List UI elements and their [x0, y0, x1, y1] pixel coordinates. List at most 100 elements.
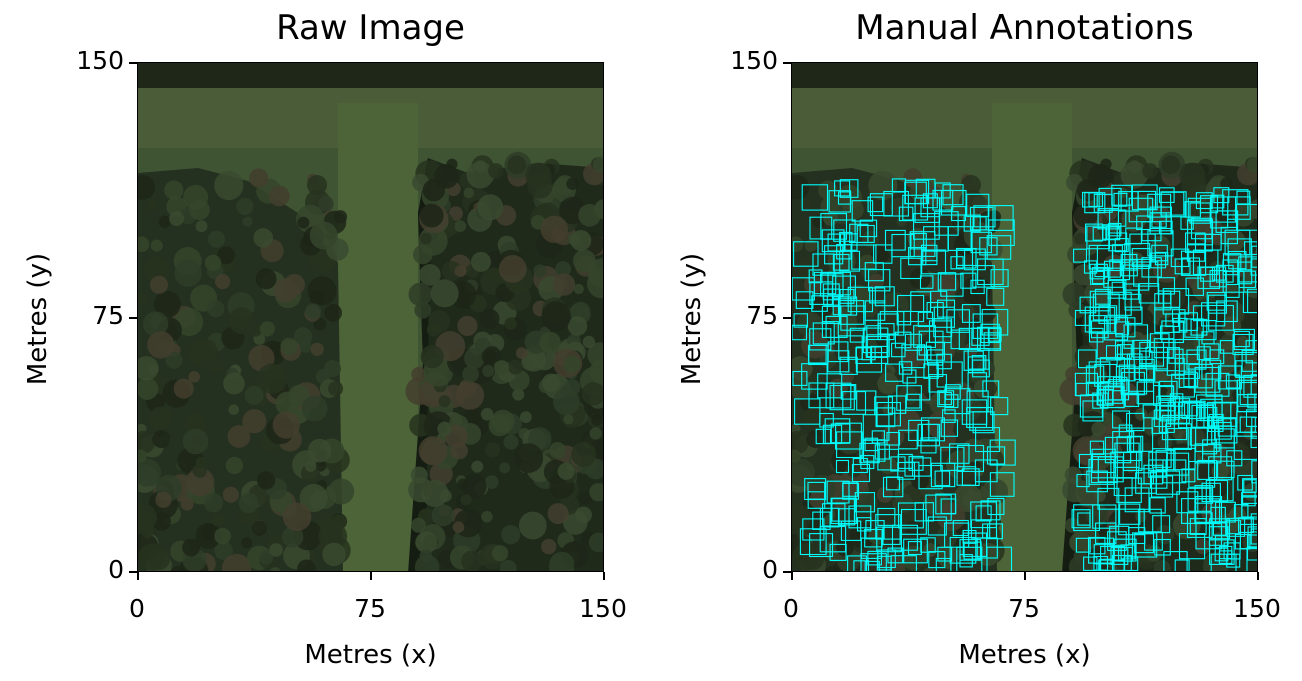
annotation-box — [1225, 374, 1241, 389]
annotation-box — [1113, 192, 1128, 207]
annotation-box — [851, 244, 877, 270]
annotation-box — [921, 249, 947, 275]
annotation-box — [873, 244, 893, 264]
annotation-box — [1104, 436, 1132, 464]
annotation-box — [1173, 447, 1196, 471]
x-tick-label: 75 — [1008, 594, 1040, 623]
x-tick-mark — [603, 572, 605, 580]
annotation-box — [1188, 363, 1213, 389]
annotation-box — [840, 520, 862, 541]
annotation-box — [1155, 470, 1181, 495]
annotation-box — [882, 526, 901, 545]
annotation-box — [1095, 522, 1117, 544]
annotation-box — [1123, 264, 1150, 291]
annotation-box — [1137, 190, 1157, 210]
annotation-box — [891, 178, 907, 193]
annotation-box — [1139, 341, 1165, 367]
y-tick-mark — [129, 571, 137, 573]
annotation-box — [1214, 428, 1235, 449]
manual-annotations-panel: Manual Annotations 150 75 0 0 75 150 Met… — [651, 0, 1302, 681]
annotation-box — [847, 555, 868, 571]
x-tick-label: 75 — [354, 594, 386, 623]
annotation-box — [849, 327, 865, 343]
annotation-box — [945, 384, 961, 400]
annotation-box — [908, 246, 927, 266]
annotation-box — [1126, 412, 1145, 432]
annotation-box — [1236, 190, 1251, 205]
annotation-box — [1194, 366, 1221, 393]
annotation-box — [1237, 474, 1253, 491]
y-tick-label: 75 — [746, 301, 778, 330]
annotation-box — [918, 330, 944, 356]
annotation-box — [928, 361, 944, 378]
annotation-box — [792, 324, 808, 341]
y-tick-mark — [783, 317, 791, 319]
annotation-box — [1225, 283, 1240, 298]
annotation-box — [918, 464, 943, 490]
annotation-box — [860, 553, 887, 571]
annotation-box — [871, 430, 885, 444]
annotation-box — [952, 519, 969, 537]
annotation-box — [913, 325, 936, 348]
annotation-box — [944, 394, 959, 409]
annotation-box — [812, 322, 835, 345]
annotation-box — [987, 523, 1003, 540]
annotation-box — [1217, 418, 1237, 437]
annotation-box — [1108, 232, 1128, 252]
annotation-box — [887, 547, 904, 564]
annotation-box — [946, 309, 970, 333]
annotation-box — [1201, 302, 1226, 327]
annotation-box — [963, 350, 984, 371]
annotation-box — [1174, 559, 1190, 571]
annotation-box — [1123, 324, 1149, 349]
annotation-box — [990, 397, 1009, 416]
y-tick-label: 150 — [730, 46, 778, 75]
annotation-box — [914, 502, 934, 522]
annotation-box — [1234, 351, 1257, 377]
annotation-box — [1250, 528, 1257, 545]
annotation-box — [801, 184, 829, 211]
annotation-box — [949, 443, 970, 464]
annotation-box — [1183, 372, 1199, 388]
annotation-box — [1237, 269, 1253, 285]
y-tick-label: 75 — [92, 301, 124, 330]
annotation-box — [839, 356, 858, 375]
annotation-box — [869, 287, 886, 304]
annotation-box — [1075, 537, 1091, 553]
y-tick-label: 150 — [76, 46, 124, 75]
annotation-box — [897, 461, 916, 480]
annotation-box — [1132, 339, 1150, 358]
annotation-box — [1155, 347, 1180, 372]
annotation-box — [1234, 533, 1251, 550]
annotation-box — [987, 205, 1014, 231]
x-axis-label: Metres (x) — [304, 640, 437, 670]
annotation-box — [1154, 307, 1180, 333]
annotation-box — [1214, 380, 1238, 404]
annotation-box — [901, 344, 926, 369]
annotation-box — [972, 411, 995, 434]
annotation-box — [847, 286, 874, 313]
annotation-box — [1160, 191, 1187, 218]
annotation-box — [1187, 487, 1212, 512]
annotation-box — [947, 226, 973, 251]
annotation-box — [1090, 456, 1118, 484]
annotation-box — [1226, 450, 1243, 467]
annotation-box — [1115, 321, 1130, 336]
annotation-box — [874, 286, 895, 307]
annotation-box — [972, 265, 995, 288]
annotation-box — [808, 344, 829, 366]
annotation-box — [886, 476, 900, 491]
annotation-box — [1184, 402, 1198, 417]
annotation-box — [1099, 558, 1115, 571]
annotation-box — [1190, 318, 1208, 336]
annotation-box — [1147, 230, 1174, 257]
annotation-box — [1158, 187, 1175, 203]
annotation-box — [1088, 327, 1104, 343]
annotation-box — [1154, 293, 1172, 311]
annotation-box — [926, 349, 944, 366]
annotation-box — [825, 382, 852, 409]
annotation-box — [1238, 270, 1257, 289]
annotation-box — [866, 325, 882, 341]
annotation-box — [831, 498, 855, 522]
annotation-box — [1239, 416, 1256, 433]
